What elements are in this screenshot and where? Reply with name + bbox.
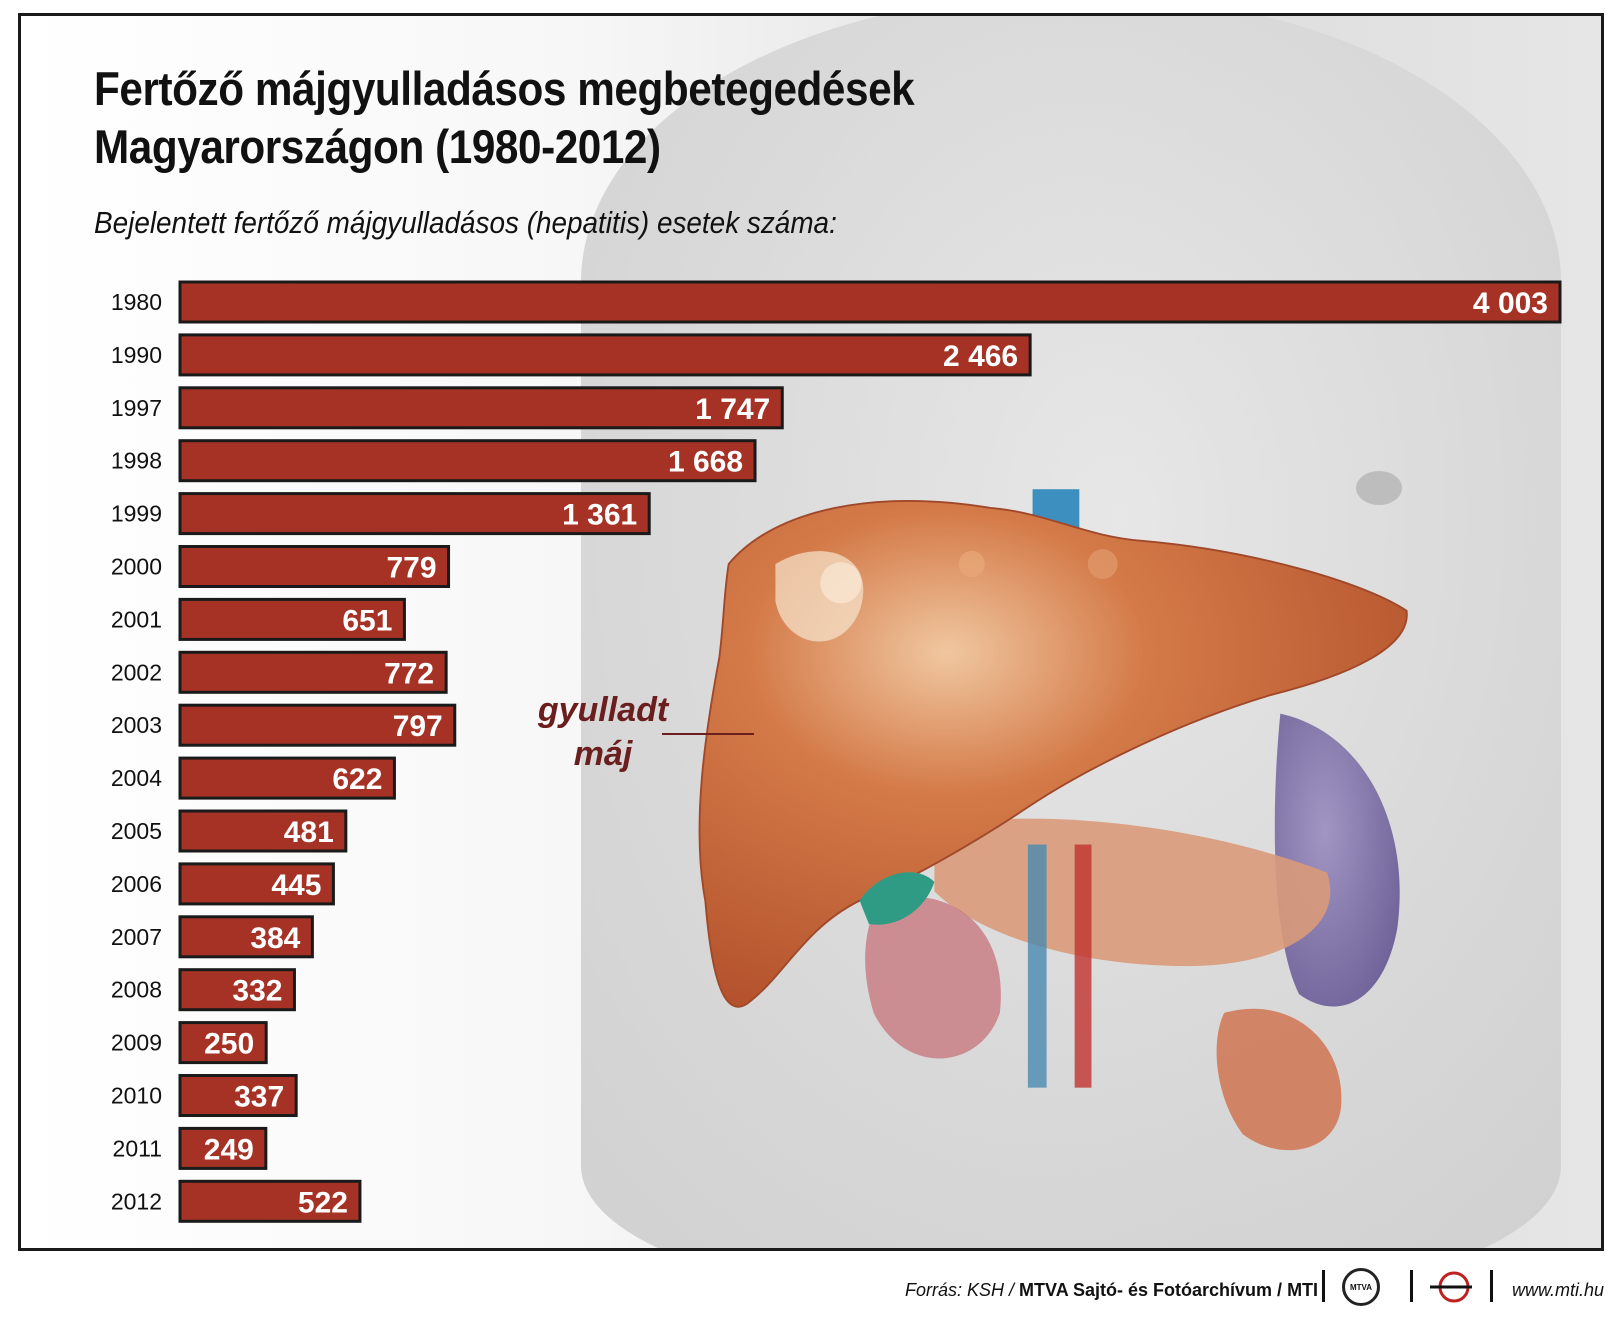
y-tick-label: 2001: [111, 606, 162, 632]
bar-2010: [178, 1074, 298, 1117]
y-tick-label: 2010: [111, 1083, 162, 1109]
data-label: 445: [271, 869, 321, 902]
data-label: 797: [393, 710, 443, 743]
annotation-leader-line: [662, 733, 754, 735]
bar-2009: [178, 1021, 268, 1065]
website-url: www.mti.hu: [1512, 1280, 1605, 1300]
bar-2007: [178, 915, 314, 959]
y-tick-label: 2009: [111, 1030, 162, 1056]
bar-2002: [178, 650, 448, 694]
bar-1999: [178, 492, 651, 536]
data-label: 337: [234, 1081, 284, 1114]
y-tick-label: 2006: [111, 871, 162, 897]
data-label: 249: [204, 1133, 254, 1166]
liver-annotation: gyulladt máj: [533, 688, 673, 776]
data-label: 779: [386, 552, 436, 585]
data-label: 2 466: [943, 340, 1018, 373]
y-tick-label: 2002: [111, 659, 162, 685]
bar-2004: [178, 756, 396, 800]
bar-1998: [178, 439, 757, 483]
y-tick-label: 2007: [111, 924, 162, 950]
data-label: 1 668: [668, 446, 743, 479]
data-label: 1 361: [562, 499, 637, 532]
liver-illustration: [698, 489, 1408, 1151]
bar-2011: [178, 1126, 268, 1170]
footer-separator: [1322, 1270, 1325, 1302]
y-tick-label: 2004: [111, 765, 162, 791]
mti-logo-icon: [1430, 1271, 1472, 1303]
annotation-line1: gyulladt: [537, 691, 669, 729]
annotation-line2: máj: [573, 735, 633, 773]
y-tick-label: 2012: [111, 1188, 162, 1214]
y-tick-label: 1998: [111, 448, 162, 474]
y-tick-label: 1990: [111, 342, 162, 368]
source-prefix: Forrás: KSH /: [905, 1280, 1020, 1300]
bar-2003: [178, 703, 457, 747]
y-tick-label: 2011: [113, 1135, 162, 1161]
data-label: 651: [342, 604, 392, 637]
data-label: 772: [384, 657, 434, 690]
bar-1990: [178, 333, 1032, 377]
data-label: 1 747: [695, 393, 770, 426]
chart-frame: [18, 13, 1604, 1251]
data-label: 250: [204, 1028, 254, 1061]
chart-subtitle: Bejelentett fertőző májgyulladásos (hepa…: [94, 205, 837, 240]
bar-2006: [178, 862, 335, 906]
y-tick-label: 1999: [111, 501, 162, 527]
chart-title: Fertőző májgyulladásos megbetegedések Mag…: [94, 62, 915, 173]
source-org: MTVA Sajtó- és Fotóarchívum / MTI: [1019, 1280, 1319, 1300]
y-tick-label: 1980: [111, 289, 162, 315]
data-label: 522: [298, 1186, 348, 1219]
data-label: 332: [232, 975, 282, 1008]
data-label: 481: [284, 816, 334, 849]
y-tick-label: 2005: [111, 818, 162, 844]
bar-1980: [178, 280, 1562, 324]
footer-separator: [1410, 1270, 1413, 1302]
y-tick-label: 2000: [111, 554, 162, 580]
bar-1997: [178, 386, 784, 430]
bar-2000: [178, 545, 451, 588]
footer-separator: [1490, 1270, 1493, 1302]
y-tick-label: 1997: [111, 395, 162, 421]
y-tick-label: 2003: [111, 712, 162, 738]
bar-2001: [178, 597, 406, 641]
data-label: 384: [250, 922, 300, 955]
bar-2005: [178, 809, 348, 853]
data-label: 622: [332, 763, 382, 796]
mtva-logo-icon: MTVA: [1342, 1268, 1380, 1306]
bar-2012: [178, 1179, 362, 1223]
bar-2008: [178, 968, 296, 1012]
y-tick-label: 2008: [111, 977, 162, 1003]
torso-detail: [1356, 471, 1402, 505]
footer: Forrás: KSH / MTVA Sajtó- és Fotóarchívu…: [0, 1264, 1624, 1314]
source-credit: Forrás: KSH / MTVA Sajtó- és Fotóarchívu…: [905, 1280, 1318, 1301]
data-label: 4 003: [1473, 287, 1548, 320]
